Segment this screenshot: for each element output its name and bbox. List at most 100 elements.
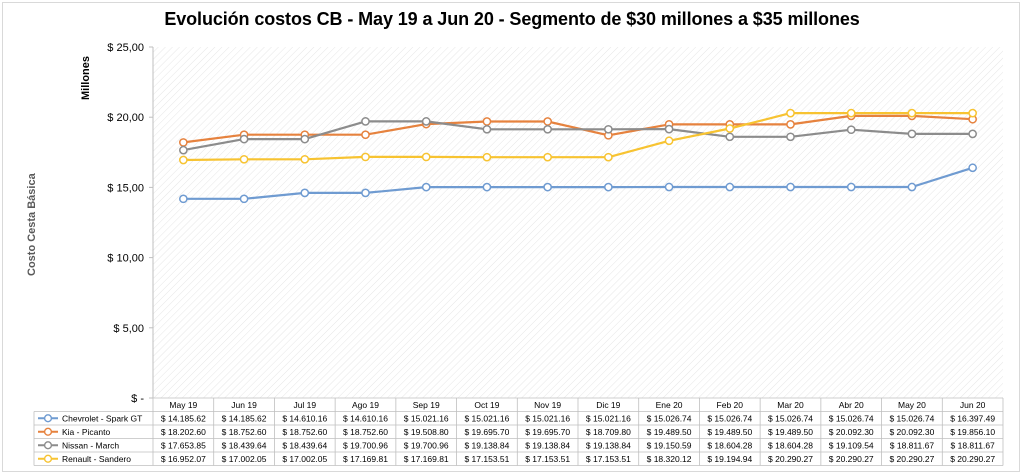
x-tick-label: Dic 19 <box>596 400 620 410</box>
x-tick-label: Oct 19 <box>474 400 499 410</box>
data-point <box>300 154 310 164</box>
table-cell: $ 17.169.81 <box>343 454 388 464</box>
x-tick-label: Jun 20 <box>960 400 986 410</box>
data-point <box>300 134 310 144</box>
data-point <box>907 108 917 118</box>
data-point <box>543 182 552 192</box>
x-tick-label: Nov 19 <box>534 400 561 410</box>
series-line-3 <box>183 111 973 162</box>
data-point <box>846 182 856 192</box>
x-tick-label: Sep 19 <box>413 400 440 410</box>
table-cell: $ 18.320.12 <box>647 454 692 464</box>
data-point <box>604 124 613 134</box>
table-cell: $ 18.604.28 <box>768 440 813 450</box>
table-cell: $ 15.021.16 <box>586 413 631 423</box>
table-cell: $ 19.138.84 <box>525 440 570 450</box>
x-tick-label: May 19 <box>169 400 197 410</box>
data-point <box>786 120 795 129</box>
data-point <box>482 152 492 162</box>
x-tick-label: Mar 20 <box>777 400 804 410</box>
data-point <box>239 134 249 144</box>
table-cell: $ 19.489.50 <box>768 427 813 437</box>
data-point <box>846 125 856 135</box>
table-cell: $ 18.604.28 <box>707 440 752 450</box>
data-point <box>482 117 492 126</box>
data-point <box>604 152 613 162</box>
table-cell: $ 19.138.84 <box>464 440 509 450</box>
table-cell: $ 17.153.51 <box>586 454 631 464</box>
table-cell: $ 19.194.94 <box>707 454 752 464</box>
table-cell: $ 20.290.27 <box>950 454 995 464</box>
data-point <box>664 136 674 146</box>
data-point <box>968 108 977 118</box>
legend-entry-1: Kia - Picanto <box>62 427 110 437</box>
y-tick-label: $ 10,00 <box>107 253 144 265</box>
table-cell: $ 16.397.49 <box>950 413 995 423</box>
table-cell: $ 18.202.60 <box>161 427 206 437</box>
x-tick-label: Ene 20 <box>656 400 683 410</box>
data-point <box>482 182 492 192</box>
data-point <box>239 154 249 164</box>
legend-marker-1 <box>43 427 53 436</box>
x-tick-label: Jun 19 <box>231 400 257 410</box>
y-tick-label: $ 20,00 <box>107 112 144 124</box>
table-cell: $ 19.508.80 <box>404 427 449 437</box>
table-cell: $ 19.150.59 <box>647 440 692 450</box>
legend-entry-0: Chevrolet - Spark GT <box>62 413 142 423</box>
data-point <box>300 188 310 198</box>
data-point <box>361 130 370 140</box>
data-point <box>786 182 795 192</box>
data-point <box>725 182 735 192</box>
table-cell: $ 18.752.60 <box>222 427 267 437</box>
data-point <box>421 182 431 192</box>
x-tick-label: Ago 19 <box>352 400 379 410</box>
y-tick-label: $ 15,00 <box>107 182 144 194</box>
table-cell: $ 20.092.30 <box>829 427 874 437</box>
data-point <box>786 108 795 118</box>
data-point <box>421 117 431 126</box>
legend-marker-0 <box>43 414 53 423</box>
table-cell: $ 18.439.64 <box>222 440 267 450</box>
data-point <box>179 155 188 165</box>
data-point <box>543 117 552 126</box>
table-cell: $ 18.439.64 <box>282 440 327 450</box>
data-point <box>543 124 552 134</box>
data-point <box>725 124 735 133</box>
data-point <box>968 129 977 139</box>
data-point <box>968 163 977 173</box>
table-cell: $ 14.610.16 <box>343 413 388 423</box>
x-tick-label: May 20 <box>898 400 926 410</box>
table-cell: $ 15.021.16 <box>404 413 449 423</box>
table-cell: $ 19.138.84 <box>586 440 631 450</box>
table-cell: $ 16.952.07 <box>161 454 206 464</box>
legend-marker-3 <box>43 454 53 463</box>
table-cell: $ 15.021.16 <box>525 413 570 423</box>
data-point <box>664 124 674 134</box>
table-cell: $ 14.185.62 <box>222 413 267 423</box>
data-point <box>361 152 370 162</box>
data-point <box>482 124 492 134</box>
table-cell: $ 20.092.30 <box>889 427 934 437</box>
table-cell: $ 19.489.50 <box>707 427 752 437</box>
data-point <box>421 152 431 162</box>
plot-area <box>153 47 1003 398</box>
table-cell: $ 14.185.62 <box>161 413 206 423</box>
table-cell: $ 17.153.51 <box>464 454 509 464</box>
chart-title: Evolución costos CB - May 19 a Jun 20 - … <box>164 9 860 29</box>
table-cell: $ 15.026.74 <box>647 413 692 423</box>
table-cell: $ 18.811.67 <box>890 440 935 450</box>
table-cell: $ 17.002.05 <box>222 454 267 464</box>
table-cell: $ 19.856.10 <box>950 427 995 437</box>
data-point <box>664 182 674 192</box>
table-cell: $ 20.290.27 <box>889 454 934 464</box>
table-cell: $ 19.489.50 <box>647 427 692 437</box>
y-tick-label: $ 5,00 <box>113 323 144 335</box>
data-point <box>361 117 370 126</box>
table-cell: $ 15.026.74 <box>829 413 874 423</box>
table-cell: $ 15.021.16 <box>464 413 509 423</box>
table-cell: $ 18.752.60 <box>282 427 327 437</box>
data-point <box>543 152 552 162</box>
table-cell: $ 19.109.54 <box>829 440 874 450</box>
y-tick-label: $ 25,00 <box>107 42 144 54</box>
